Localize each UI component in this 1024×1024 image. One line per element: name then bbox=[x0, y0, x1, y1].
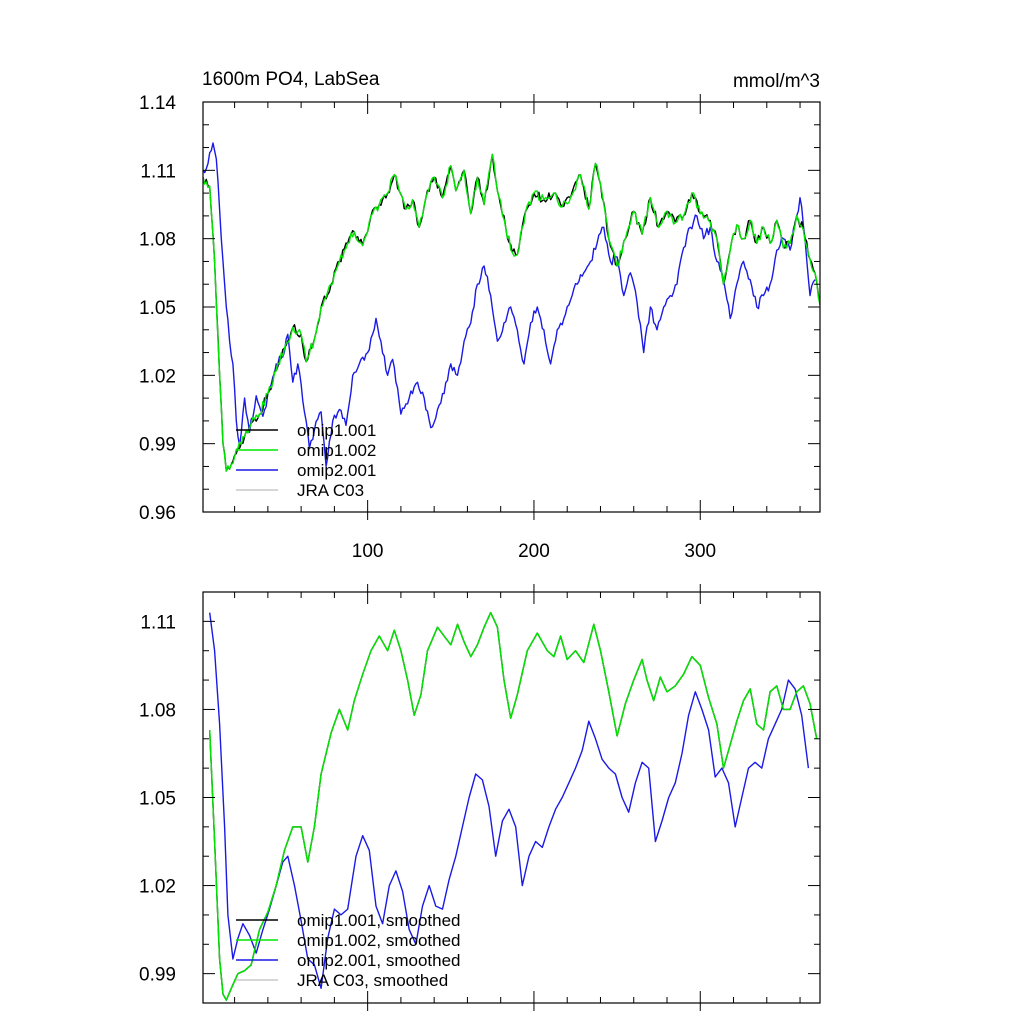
panel-title-left: 1600m PO4, LabSea bbox=[202, 69, 380, 90]
axes-top: 100 200 300 0.96 0.99 1.02 1.05 1.08 1.11 1.14 bbox=[139, 93, 821, 562]
legend-label: omip1.002, smoothed bbox=[297, 931, 461, 950]
y-tick-label: 0.99 bbox=[139, 965, 176, 986]
x-tick-label: 200 bbox=[518, 541, 550, 562]
series-line-omip2-001-smoothed bbox=[209, 612, 810, 989]
panel-bottom: 0.99 1.02 1.05 1.08 1.11 omip1.001, smoothed… bbox=[139, 584, 821, 1011]
legend-label: omip2.001 bbox=[297, 461, 376, 480]
legend-label: omip1.002 bbox=[297, 441, 376, 460]
plot-frame bbox=[202, 101, 821, 513]
legend-label: omip2.001, smoothed bbox=[297, 951, 461, 970]
y-tick-label: 1.11 bbox=[140, 161, 176, 182]
y-tick-label: 1.08 bbox=[139, 230, 176, 251]
legend-label: omip1.001 bbox=[297, 421, 376, 440]
x-tick-label: 300 bbox=[684, 541, 716, 562]
plot-frame bbox=[202, 591, 821, 1004]
axes-bottom: 0.99 1.02 1.05 1.08 1.11 bbox=[139, 584, 821, 1011]
y-tick-label: 1.05 bbox=[139, 789, 176, 810]
y-tick-label: 0.99 bbox=[139, 435, 176, 456]
y-tick-label: 1.11 bbox=[140, 612, 176, 633]
plot-area-top bbox=[203, 142, 820, 472]
legend-label: JRA C03 bbox=[297, 481, 364, 500]
y-tick-label: 1.14 bbox=[139, 93, 176, 114]
plot-area-bottom bbox=[209, 611, 818, 1001]
y-tick-label: 1.08 bbox=[139, 700, 176, 721]
x-tick-label: 100 bbox=[352, 541, 384, 562]
y-tick-label: 1.05 bbox=[139, 298, 176, 319]
legend-label: JRA C03, smoothed bbox=[297, 971, 448, 990]
y-tick-label: 0.96 bbox=[139, 503, 176, 524]
series-line-omip2-001 bbox=[203, 142, 816, 468]
y-tick-label: 1.02 bbox=[139, 877, 176, 898]
panel-top: 1600m PO4, LabSea mmol/m^3 100 200 300 0.96… bbox=[139, 69, 821, 562]
legend-label: omip1.001, smoothed bbox=[297, 911, 461, 930]
y-tick-label: 1.02 bbox=[139, 366, 176, 387]
series-line-omip1-002 bbox=[203, 153, 820, 472]
panel-title-right: mmol/m^3 bbox=[733, 71, 820, 92]
series-line-omip1-002-smoothed bbox=[209, 611, 818, 1001]
